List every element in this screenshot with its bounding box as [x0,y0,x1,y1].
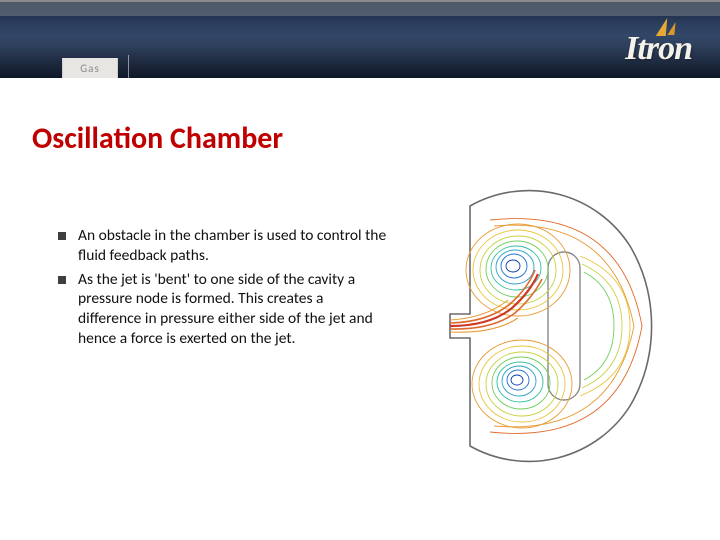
bullet-list: An obstacle in the chamber is used to co… [58,226,388,353]
flowfield-svg [430,176,690,476]
gas-tab: Gas [62,58,118,78]
list-item: An obstacle in the chamber is used to co… [58,226,388,266]
bullet-text: An obstacle in the chamber is used to co… [78,226,388,266]
bullet-marker-icon [58,276,66,284]
brand-logo: Itron [625,30,692,68]
list-item: As the jet is 'bent' to one side of the … [58,270,388,349]
slide: Gas Itron Oscillation Chamber An obstacl… [0,0,720,540]
header-bar: Gas Itron [0,0,720,78]
bullet-text: As the jet is 'bent' to one side of the … [78,270,388,349]
header-gray-band [0,2,720,16]
obstacle [548,252,580,400]
flowfield-diagram [430,176,690,476]
header-divider [128,55,129,79]
slide-title: Oscillation Chamber [32,120,283,157]
bullet-marker-icon [58,232,66,240]
